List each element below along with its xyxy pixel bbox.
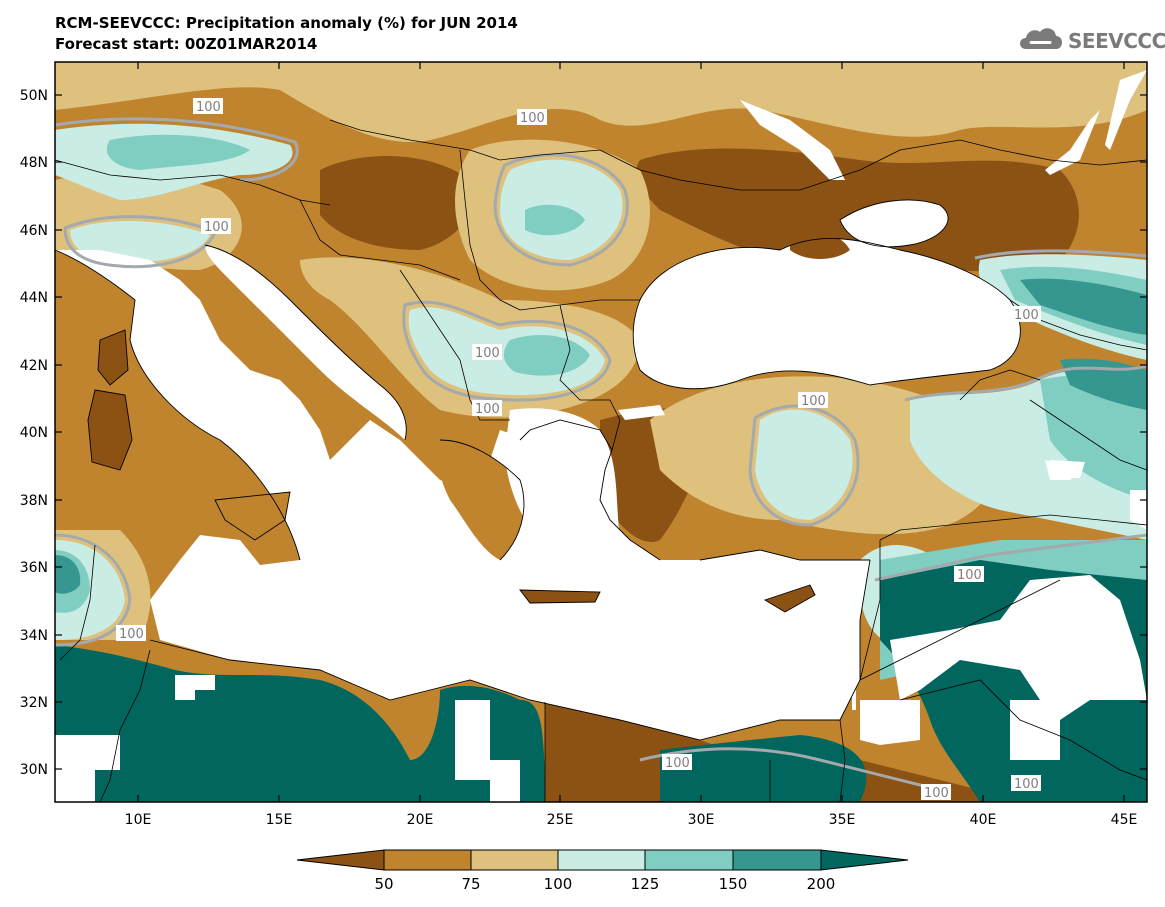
svg-text:100: 100 bbox=[520, 111, 545, 126]
colorbar-label: 150 bbox=[719, 875, 748, 893]
lon-label: 40E bbox=[970, 812, 997, 828]
lon-label: 20E bbox=[407, 812, 434, 828]
svg-text:100: 100 bbox=[204, 220, 229, 235]
lat-label: 32N bbox=[20, 695, 48, 711]
cloud-icon bbox=[1020, 28, 1062, 49]
lat-label: 50N bbox=[20, 88, 48, 104]
lat-label: 40N bbox=[20, 425, 48, 441]
contour-label: 100 bbox=[1011, 306, 1041, 323]
colorbar-segment bbox=[557, 849, 646, 871]
colorbar-label: 200 bbox=[807, 875, 836, 893]
contour-label: 100 bbox=[472, 344, 502, 361]
svg-text:100: 100 bbox=[665, 756, 690, 771]
colorbar-segment bbox=[383, 849, 472, 871]
colorbar-segment bbox=[644, 849, 734, 871]
colorbar-label: 100 bbox=[544, 875, 573, 893]
lat-label: 38N bbox=[20, 493, 48, 509]
contour-label: 100 bbox=[662, 754, 692, 771]
colorbar bbox=[296, 849, 909, 871]
forecast-start-label: Forecast start: 00Z01MAR2014 bbox=[55, 35, 318, 53]
lat-label: 48N bbox=[20, 155, 48, 171]
lat-label: 34N bbox=[20, 628, 48, 644]
lat-label: 44N bbox=[20, 290, 48, 306]
svg-text:100: 100 bbox=[475, 346, 500, 361]
lat-label: 36N bbox=[20, 560, 48, 576]
colorbar-label: 75 bbox=[461, 875, 480, 893]
svg-text:100: 100 bbox=[801, 394, 826, 409]
contour-labels: 100 100 100 100 100 100 100 100 100 100 … bbox=[116, 98, 1041, 801]
svg-text:100: 100 bbox=[196, 100, 221, 115]
contour-label: 100 bbox=[193, 98, 223, 115]
colorbar-label: 50 bbox=[374, 875, 393, 893]
colorbar-segment bbox=[296, 849, 385, 871]
svg-text:100: 100 bbox=[475, 402, 500, 417]
contour-label: 100 bbox=[472, 400, 502, 417]
svg-text:100: 100 bbox=[1014, 308, 1039, 323]
logo-text: SEEVCCC bbox=[1068, 29, 1165, 53]
svg-text:100: 100 bbox=[119, 627, 144, 642]
colorbar-segment bbox=[820, 849, 909, 871]
lon-label: 30E bbox=[688, 812, 715, 828]
map-title: RCM-SEEVCCC: Precipitation anomaly (%) f… bbox=[55, 14, 518, 32]
contour-label: 100 bbox=[921, 784, 951, 801]
coastlines bbox=[54, 199, 1021, 741]
lat-label: 46N bbox=[20, 223, 48, 239]
contour-label: 100 bbox=[517, 109, 547, 126]
contour-label: 100 bbox=[116, 625, 146, 642]
colorbar-labels: 50 75 100 125 150 200 bbox=[374, 875, 835, 893]
contour-label: 100 bbox=[201, 218, 231, 235]
contour-label: 100 bbox=[1011, 775, 1041, 792]
colorbar-label: 125 bbox=[631, 875, 660, 893]
svg-text:100: 100 bbox=[924, 786, 949, 801]
svg-text:100: 100 bbox=[1014, 777, 1039, 792]
lon-label: 10E bbox=[125, 812, 152, 828]
longitude-axis: 10E 15E 20E 25E 30E 35E 40E 45E bbox=[125, 62, 1138, 828]
lat-label: 30N bbox=[20, 762, 48, 778]
country-borders bbox=[54, 119, 1148, 803]
lon-label: 45E bbox=[1111, 812, 1138, 828]
lon-label: 25E bbox=[547, 812, 574, 828]
lat-label: 42N bbox=[20, 358, 48, 374]
lon-label: 35E bbox=[829, 812, 856, 828]
colorbar-segment bbox=[470, 849, 559, 871]
seevccc-logo: SEEVCCC bbox=[1016, 23, 1165, 55]
lon-label: 15E bbox=[266, 812, 293, 828]
contour-label: 100 bbox=[954, 566, 984, 583]
contour-label: 100 bbox=[798, 392, 828, 409]
svg-text:100: 100 bbox=[957, 568, 982, 583]
latitude-axis: 50N 48N 46N 44N 42N 40N 38N 36N 34N 32N … bbox=[20, 88, 1147, 778]
colorbar-segment bbox=[732, 849, 822, 871]
